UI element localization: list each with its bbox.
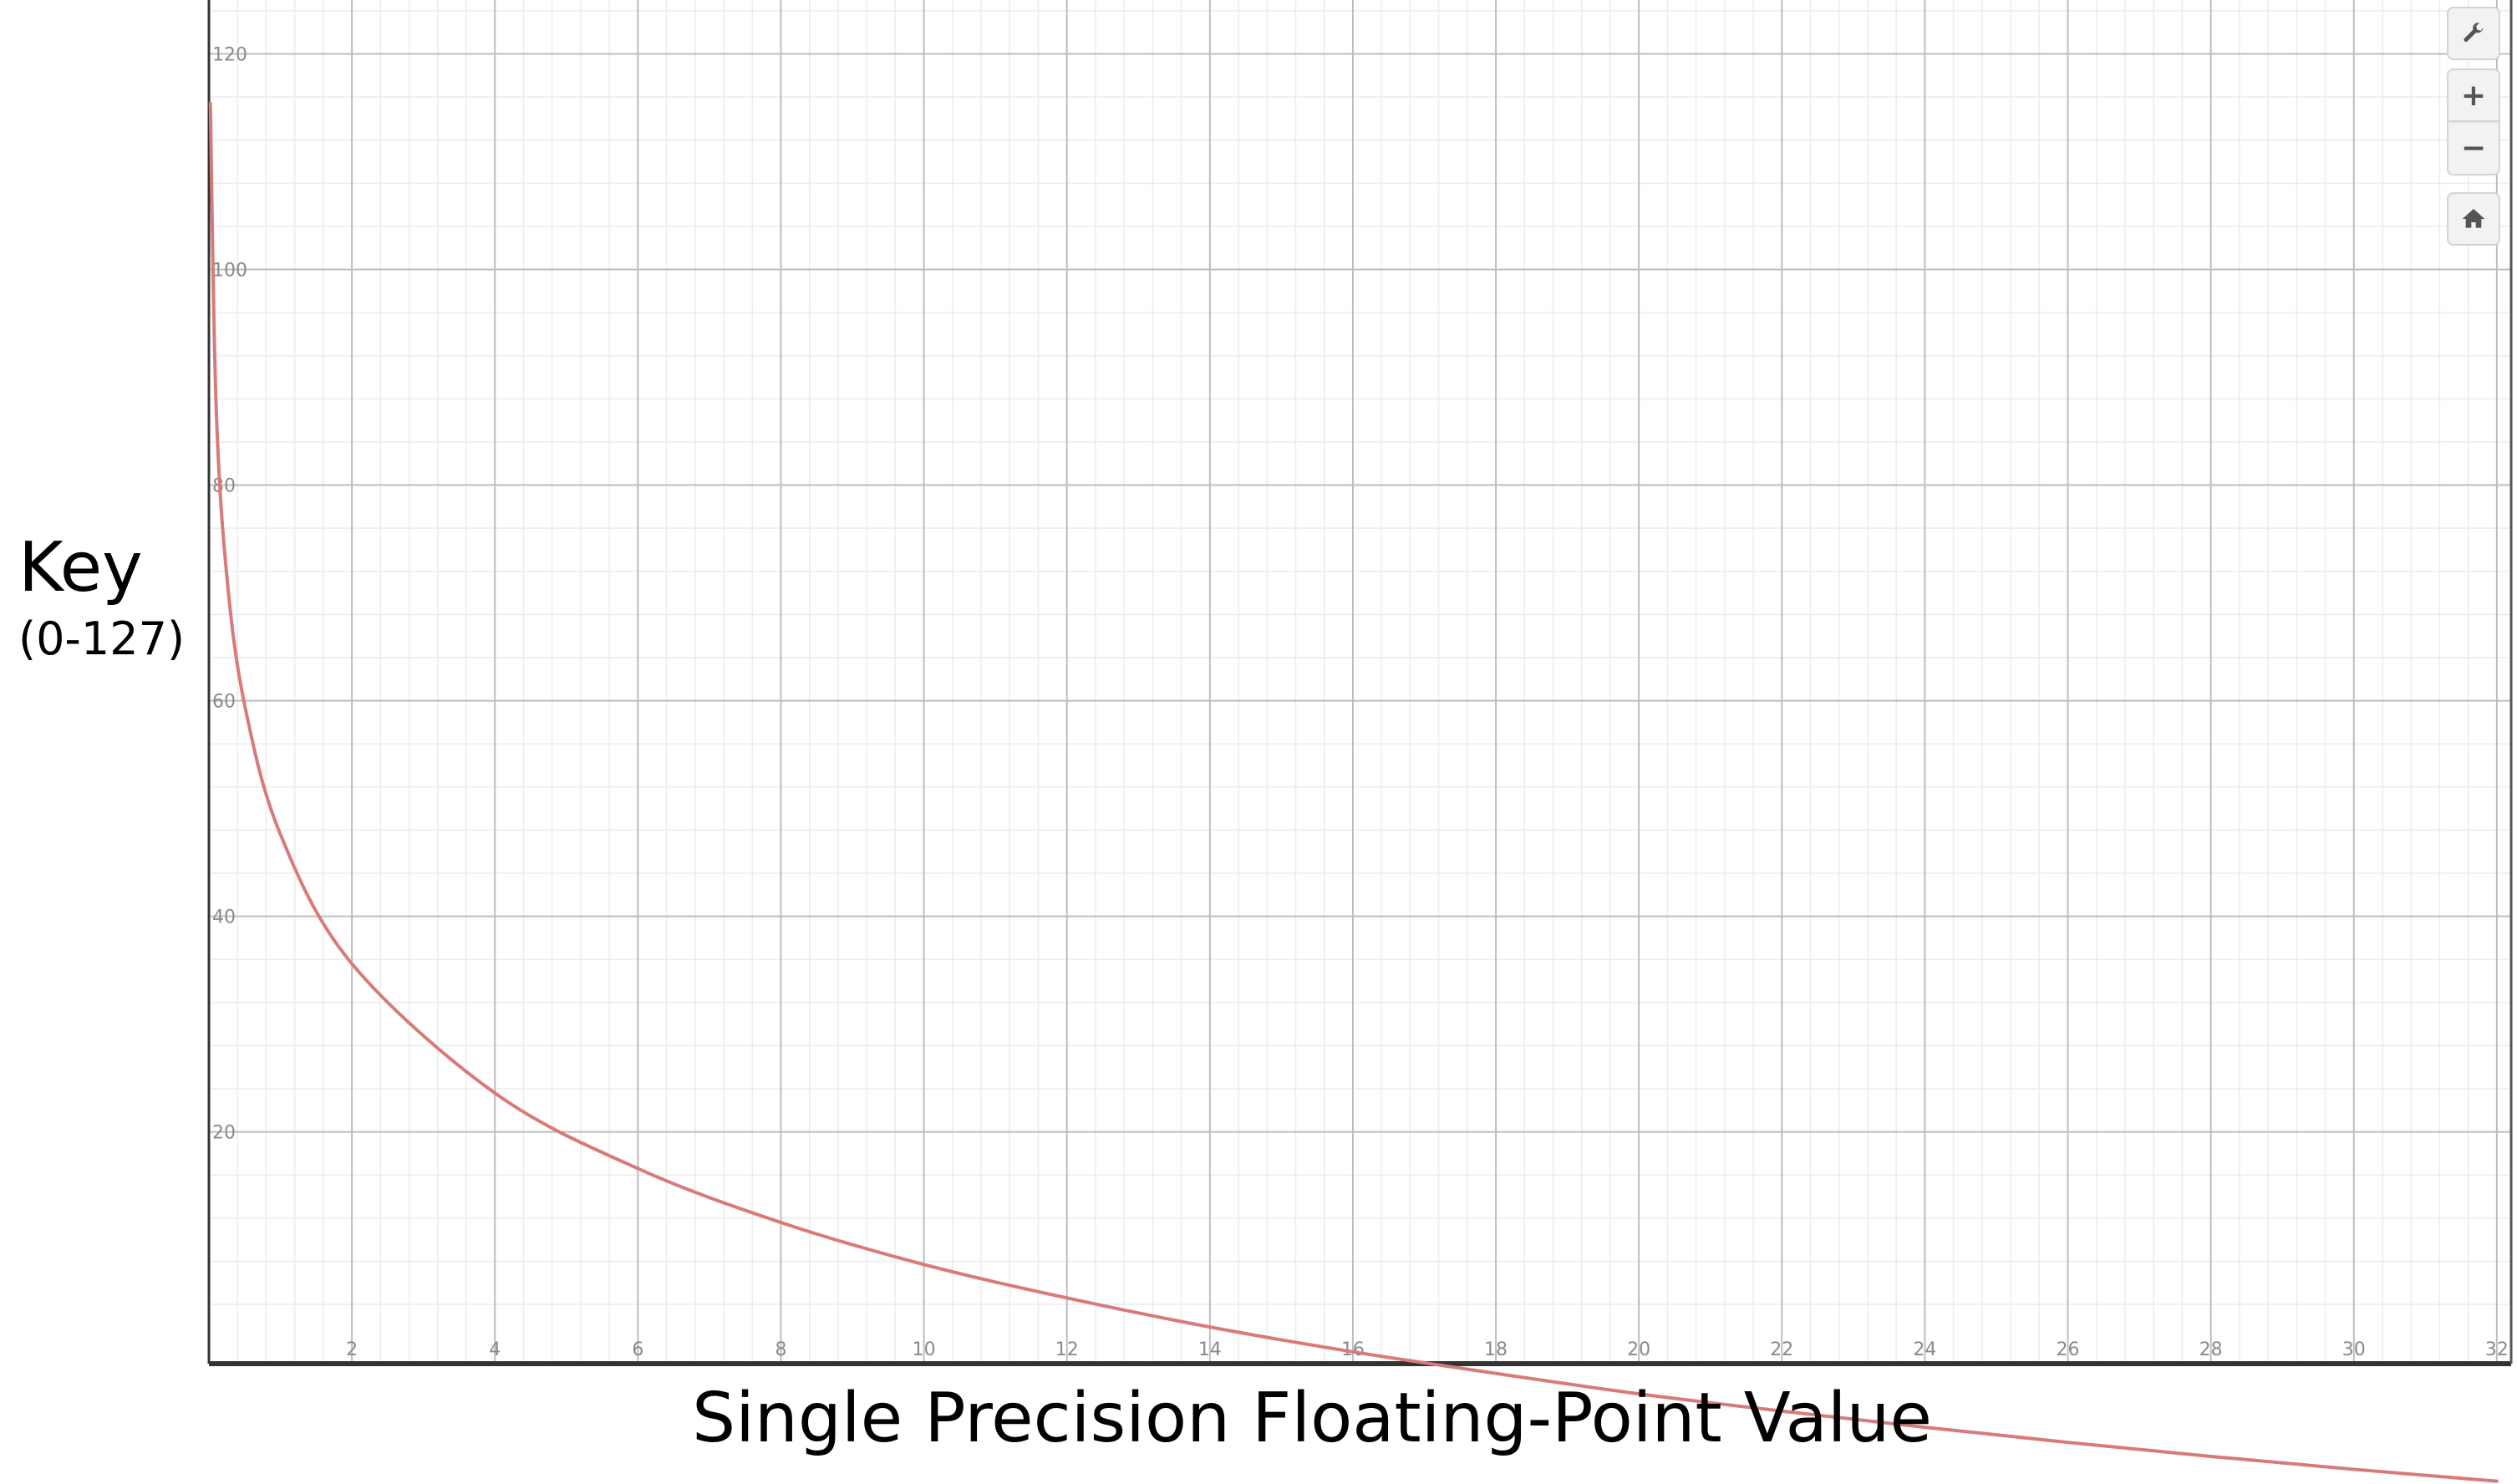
y-tick-label: 40	[212, 907, 236, 928]
x-tick-label: 10	[913, 1339, 936, 1360]
x-tick-label: 8	[775, 1339, 786, 1360]
x-tick-label: 2	[346, 1339, 358, 1360]
x-tick-labels: 2 4 6 8 10 12 14 16 18 20 22 24 26 28 30 32	[346, 1339, 2509, 1360]
y-axis-title: Key (0-127)	[18, 526, 185, 668]
x-tick-label: 26	[2057, 1339, 2080, 1360]
zoom-in-button[interactable]: +	[2447, 69, 2500, 122]
axes	[207, 0, 2513, 1366]
y-tick-label: 80	[212, 476, 236, 497]
zoom-out-button[interactable]: −	[2447, 122, 2500, 175]
x-tick-label: 20	[1627, 1339, 1650, 1360]
home-icon	[2462, 209, 2485, 228]
x-tick-label: 6	[632, 1339, 643, 1360]
major-gridlines	[209, 0, 2511, 1364]
x-tick-label: 18	[1484, 1339, 1508, 1360]
settings-button[interactable]	[2447, 7, 2500, 60]
y-tick-label: 100	[212, 261, 247, 282]
x-tick-label: 12	[1055, 1339, 1079, 1360]
x-tick-label: 32	[2485, 1339, 2509, 1360]
home-button[interactable]	[2447, 192, 2500, 246]
x-tick-label: 22	[1770, 1339, 1793, 1360]
wrench-icon	[2464, 23, 2484, 42]
x-tick-label: 14	[1198, 1339, 1222, 1360]
series-layer	[208, 101, 2499, 1483]
y-tick-label: 120	[212, 45, 247, 66]
x-tick-label: 30	[2342, 1339, 2366, 1360]
x-tick-label: 4	[489, 1339, 501, 1360]
x-tick-label: 28	[2199, 1339, 2223, 1360]
y-axis-label: Key	[18, 528, 143, 607]
y-tick-label: 20	[212, 1123, 236, 1144]
x-tick-label: 24	[1913, 1339, 1936, 1360]
series-line	[208, 101, 2499, 1483]
y-tick-labels: 20 40 60 80 100 120	[212, 45, 247, 1144]
y-axis-sublabel: (0-127)	[18, 612, 186, 665]
y-tick-label: 60	[212, 692, 236, 713]
minor-gridlines	[209, 0, 2511, 1364]
x-axis-label: Single Precision Floating-Point Value	[692, 1379, 1932, 1458]
